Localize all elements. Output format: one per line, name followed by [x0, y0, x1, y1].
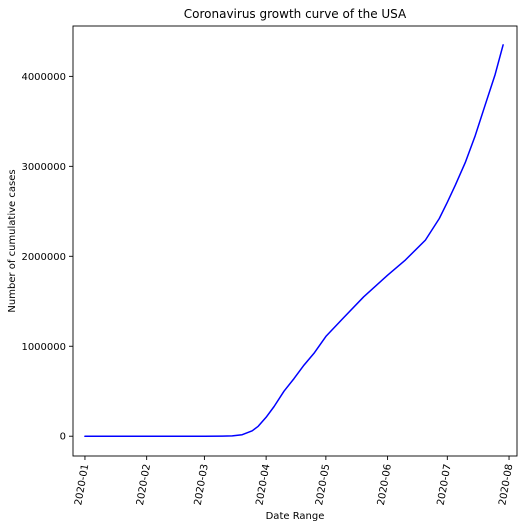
x-tick-label: 2020-03 — [193, 463, 211, 506]
y-tick-label: 0 — [60, 432, 66, 443]
series-line — [84, 44, 504, 437]
y-tick-label: 3000000 — [21, 162, 66, 173]
y-tick-label: 4000000 — [21, 72, 66, 83]
x-tick-label: 2020-08 — [497, 463, 515, 506]
x-axis-label: Date Range — [266, 511, 325, 522]
x-tick-label: 2020-04 — [254, 463, 272, 506]
chart-title: Coronavirus growth curve of the USA — [184, 7, 407, 21]
y-tick-label: 2000000 — [21, 252, 66, 263]
x-tick-label: 2020-05 — [314, 463, 332, 506]
x-tick-label: 2020-02 — [135, 463, 153, 506]
y-tick-label: 1000000 — [21, 342, 66, 353]
x-tick-label: 2020-07 — [436, 463, 454, 506]
x-tick-label: 2020-06 — [376, 463, 394, 506]
y-axis-label: Number of cumulative cases — [7, 169, 18, 312]
x-tick-label: 2020-01 — [73, 463, 91, 506]
plot-area: 0 1000000 2000000 3000000 4000000 2020-01 2020… — [21, 25, 518, 506]
plot-frame — [72, 25, 518, 457]
